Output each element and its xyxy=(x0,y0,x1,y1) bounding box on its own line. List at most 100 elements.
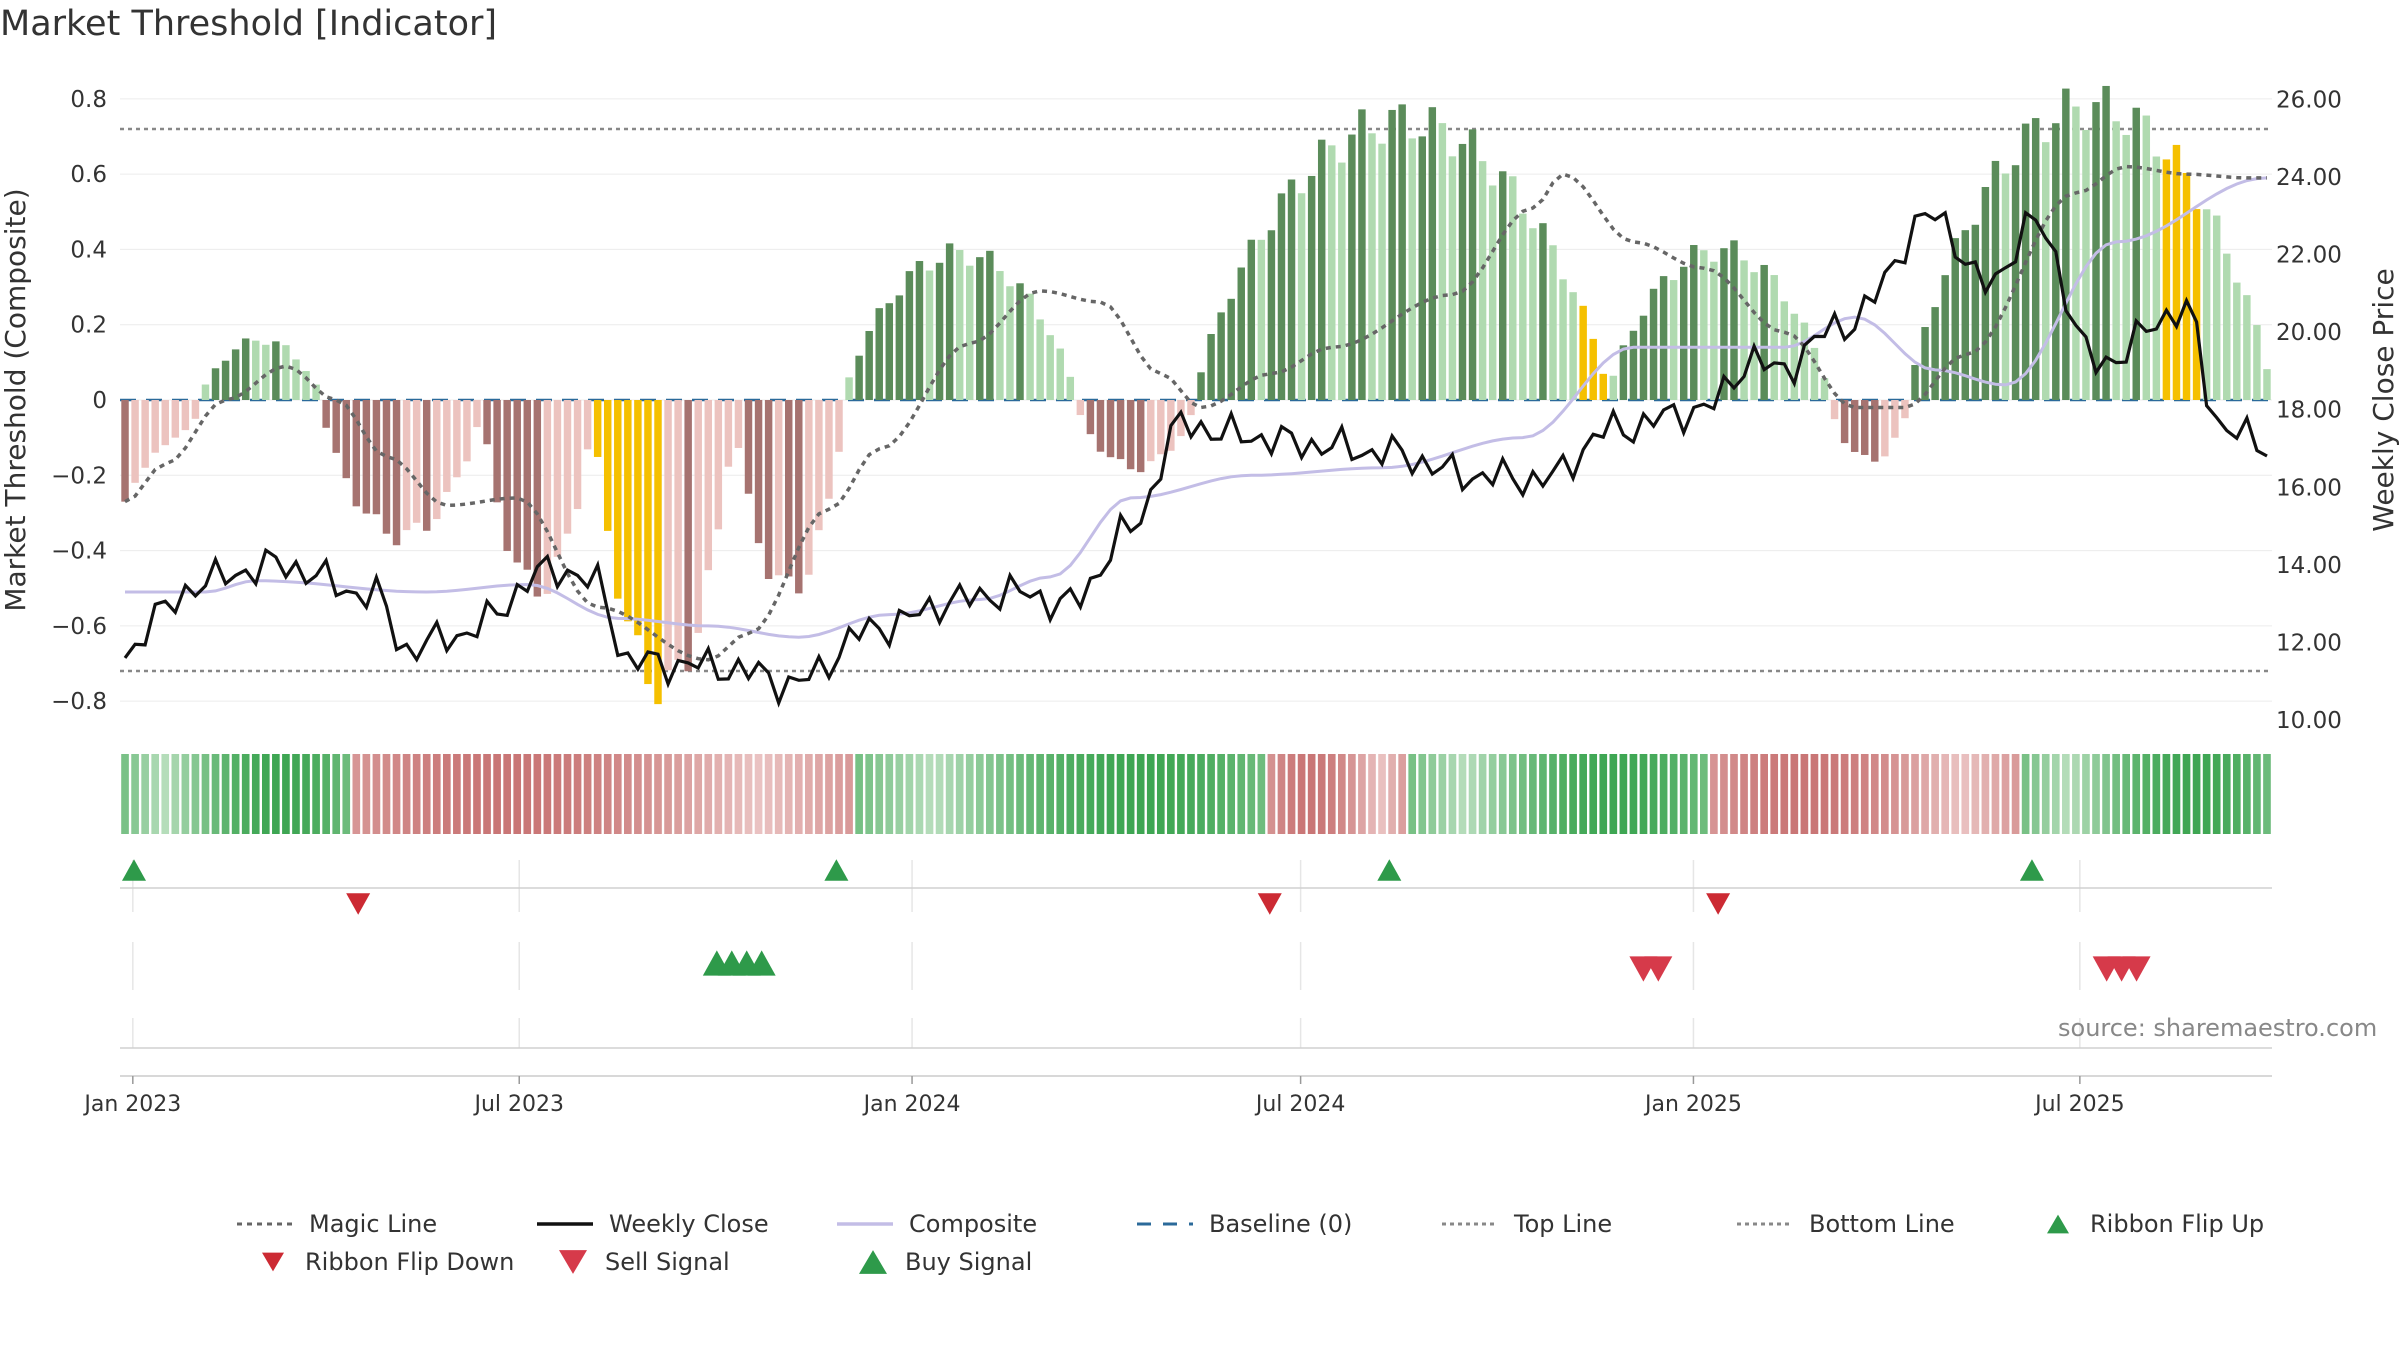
ribbon-cell xyxy=(965,754,974,834)
composite-bar xyxy=(1549,245,1557,400)
composite-bar xyxy=(915,261,924,400)
composite-bar xyxy=(2243,295,2251,400)
magic-legend-glyph xyxy=(237,1222,293,1226)
composite-bar xyxy=(2162,159,2171,400)
composite-bar xyxy=(664,400,672,671)
ribbon-cell xyxy=(2031,754,2040,834)
ribbon-cell xyxy=(282,754,290,834)
ribbon-cell xyxy=(1559,754,1567,834)
ribbon-cell xyxy=(372,754,381,834)
ribbon-cell xyxy=(523,754,532,834)
x-tick-label: Jul 2023 xyxy=(472,1092,564,1117)
composite-bar xyxy=(191,400,200,419)
ribbon-cell xyxy=(1468,754,1477,834)
ribbon-cell xyxy=(935,754,944,834)
composite-bar xyxy=(1659,276,1668,400)
ribbon-cell xyxy=(1136,754,1145,834)
ribbon-cell xyxy=(1961,754,1970,834)
ribbon-cell xyxy=(563,754,572,834)
ribbon-cell xyxy=(734,754,743,834)
legend-item-top: Top Line xyxy=(1440,1205,1612,1243)
y-left-tick-label: 0 xyxy=(92,388,107,414)
ribbon-cell xyxy=(483,754,491,834)
bottom-legend-glyph xyxy=(1737,1222,1793,1226)
composite-bar xyxy=(1679,266,1688,400)
composite-bar xyxy=(1649,288,1658,400)
composite-bar xyxy=(1609,375,1618,400)
legend-item-sell: Sell Signal xyxy=(555,1243,730,1281)
composite-bar xyxy=(1850,400,1859,452)
ribbon-cell xyxy=(1901,754,1909,834)
ribbon-cell xyxy=(1649,754,1658,834)
composite-bar xyxy=(543,400,552,594)
ribbon-cell xyxy=(2122,754,2131,834)
ribbon-cell xyxy=(754,754,763,834)
ribbon-cell xyxy=(1639,754,1648,834)
ribbon-cell xyxy=(1378,754,1386,834)
ribbon-cell xyxy=(1026,754,1034,834)
composite-bar xyxy=(1136,400,1145,473)
composite-bar xyxy=(1247,239,1256,400)
composite-bar xyxy=(644,400,652,685)
composite-bar xyxy=(955,250,964,400)
composite-bar xyxy=(976,257,984,400)
ribbon-cell xyxy=(251,754,260,834)
composite-bar xyxy=(2031,118,2040,400)
composite-bar xyxy=(1559,279,1567,400)
composite-bar xyxy=(302,371,310,400)
flip_down-legend-glyph xyxy=(262,1252,284,1272)
composite-bar xyxy=(1669,280,1678,400)
ribbon-cell xyxy=(2021,754,2030,834)
composite-bar xyxy=(1287,179,1296,400)
ribbon-flip-up-marker xyxy=(122,859,146,881)
composite-bar xyxy=(2102,85,2110,400)
composite-bar xyxy=(785,400,793,577)
ribbon-cell xyxy=(1710,754,1718,834)
ribbon-cell xyxy=(1056,754,1065,834)
legend-item-buy: Buy Signal xyxy=(855,1243,1032,1281)
composite-bar xyxy=(2223,253,2231,400)
composite-bar xyxy=(875,308,883,400)
composite-bar xyxy=(966,265,974,400)
composite-bar xyxy=(754,400,763,544)
composite-bar xyxy=(744,400,753,494)
composite-bar xyxy=(1991,160,2000,400)
composite-bar xyxy=(1096,400,1105,452)
ribbon-cell xyxy=(1408,754,1417,834)
composite-bar xyxy=(935,262,944,400)
composite-bar xyxy=(1710,261,1718,400)
ribbon-cell xyxy=(1086,754,1095,834)
ribbon-cell xyxy=(1539,754,1547,834)
composite-bar xyxy=(835,400,843,452)
ribbon-cell xyxy=(1398,754,1406,834)
ribbon-flip-up-marker xyxy=(2019,859,2044,881)
ribbon-cell xyxy=(875,754,884,834)
ribbon-cell xyxy=(1066,754,1075,834)
composite-bar xyxy=(1348,134,1356,400)
composite-bar xyxy=(714,400,723,530)
grid-lines xyxy=(120,98,2272,1048)
x-tick-label: Jul 2024 xyxy=(1254,1092,1346,1117)
ribbon-cell xyxy=(1428,754,1437,834)
composite-bar xyxy=(332,400,340,453)
ribbon-cell xyxy=(1448,754,1457,834)
composite-bar xyxy=(1418,136,1426,401)
ribbon-cell xyxy=(362,754,371,834)
composite-bar xyxy=(1036,319,1044,400)
composite-bar xyxy=(1448,156,1457,400)
composite-bar xyxy=(1257,239,1266,400)
composite-bar xyxy=(1871,400,1879,462)
composite-bar xyxy=(433,400,441,520)
composite-bar xyxy=(1911,365,1919,400)
ribbon-cell xyxy=(2202,754,2211,834)
ribbon-cell xyxy=(292,754,300,834)
ribbon-cell xyxy=(1297,754,1306,834)
ribbon-cell xyxy=(1418,754,1427,834)
ribbon-cell xyxy=(1237,754,1246,834)
composite-bar xyxy=(1529,228,1537,400)
ribbon-cell xyxy=(764,754,773,834)
composite-bar xyxy=(1971,224,1980,400)
composite-bar xyxy=(1207,334,1215,400)
ribbon-cell xyxy=(784,754,793,834)
ribbon-cell xyxy=(1156,754,1165,834)
